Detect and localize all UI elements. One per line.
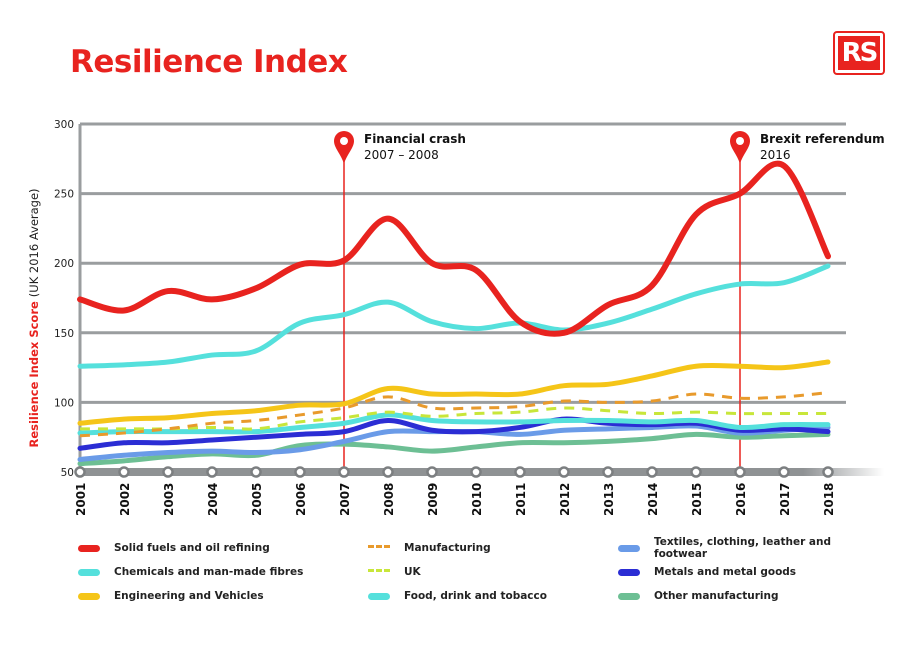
legend-swatch [78,592,100,600]
legend-item: Other manufacturing [618,589,878,603]
chart-legend: Solid fuels and oil refining Manufacturin… [78,536,878,603]
x-axis-node [822,466,834,478]
x-tick-label: 2015 [690,483,704,516]
legend-swatch [368,569,390,575]
page-title: Resilience Index [70,44,348,80]
legend-item: Manufacturing [368,541,618,555]
x-tick-label: 2009 [426,483,440,516]
legend-label: Metals and metal goods [654,566,797,578]
y-tick-label: 300 [54,119,74,131]
legend-label: Engineering and Vehicles [114,590,264,602]
x-tick-label: 2004 [206,483,220,516]
annotation-title: Financial crash [364,132,466,146]
series-line-food-drink-and-tobacco [77,412,831,436]
legend-item: Food, drink and tobacco [368,589,618,603]
legend-swatch [78,544,100,552]
x-axis-node [382,466,394,478]
legend-swatch [78,568,100,576]
x-tick-label: 2016 [734,483,748,516]
legend-label: Manufacturing [404,542,491,554]
legend-label: UK [404,566,421,578]
y-tick-label: 250 [54,189,74,201]
x-tick-label: 2018 [822,483,836,516]
x-axis-node [206,466,218,478]
x-axis-node [338,466,350,478]
x-axis-node [778,466,790,478]
x-tick-label: 2005 [250,483,264,516]
rs-logo: RS [833,31,885,75]
legend-item: Solid fuels and oil refining [78,541,368,555]
y-tick-label: 200 [54,258,74,270]
legend-label: Chemicals and man-made fibres [114,566,304,578]
series-line-manufacturing [79,391,829,438]
rs-logo-mark: RS [838,36,880,70]
x-axis-node [250,466,262,478]
x-axis-node [558,466,570,478]
x-tick-label: 2003 [162,483,176,516]
legend-item: Chemicals and man-made fibres [78,565,368,579]
x-tick-label: 2001 [74,483,88,516]
x-axis-node [734,466,746,478]
legend-label: Solid fuels and oil refining [114,542,270,554]
legend-label: Other manufacturing [654,590,779,602]
annotation-subtitle: 2007 – 2008 [364,148,439,162]
x-tick-label: 2002 [118,483,132,516]
x-tick-label: 2008 [382,483,396,516]
legend-label: Food, drink and tobacco [404,590,547,602]
legend-swatch [618,592,640,600]
y-tick-label: 100 [54,397,74,409]
x-axis-node [470,466,482,478]
x-axis-node [294,466,306,478]
legend-item: Metals and metal goods [618,565,878,579]
map-pin-hole [736,137,744,145]
legend-swatch [368,592,390,600]
x-tick-label: 2011 [514,483,528,516]
map-pin-hole [340,137,348,145]
x-tick-label: 2007 [338,483,352,516]
y-axis-label-bold: Resilience Index Score [27,297,41,447]
legend-item: Textiles, clothing, leather and footwear [618,536,878,560]
y-tick-label: 50 [61,467,74,479]
x-axis-node [690,466,702,478]
annotation-title: Brexit referendum [760,132,885,146]
series-line-metals-and-metal-goods [77,416,831,451]
x-tick-label: 2014 [646,483,660,516]
y-axis-label: Resilience Index Score (UK 2016 Average) [27,188,41,447]
legend-swatch [368,545,390,551]
x-tick-label: 2012 [558,483,572,516]
series-line-engineering-and-vehicles [77,359,831,426]
x-axis-node [602,466,614,478]
legend-item: UK [368,565,618,579]
series-line-other-manufacturing [77,431,831,467]
x-axis-node [426,466,438,478]
map-pin-icon [730,131,750,164]
x-tick-label: 2017 [778,483,792,516]
x-axis-node [74,466,86,478]
x-axis-node [118,466,130,478]
series-line-chemicals-and-man-made-fibres [77,263,831,369]
legend-label: Textiles, clothing, leather and footwear [654,536,831,560]
x-tick-label: 2006 [294,483,308,516]
x-tick-label: 2013 [602,483,616,516]
map-pin-icon [334,131,354,164]
legend-swatch [618,568,640,576]
y-tick-label: 150 [54,328,74,340]
series-line-uk [80,406,828,431]
x-axis-node [162,466,174,478]
x-axis-node [646,466,658,478]
x-tick-label: 2010 [470,483,484,516]
y-axis-label-rest: (UK 2016 Average) [27,188,41,297]
annotation-subtitle: 2016 [760,148,791,162]
legend-item: Engineering and Vehicles [78,589,368,603]
x-axis-node [514,466,526,478]
series-line-solid-fuels-and-oil-refining [77,160,831,337]
legend-swatch [618,544,640,552]
